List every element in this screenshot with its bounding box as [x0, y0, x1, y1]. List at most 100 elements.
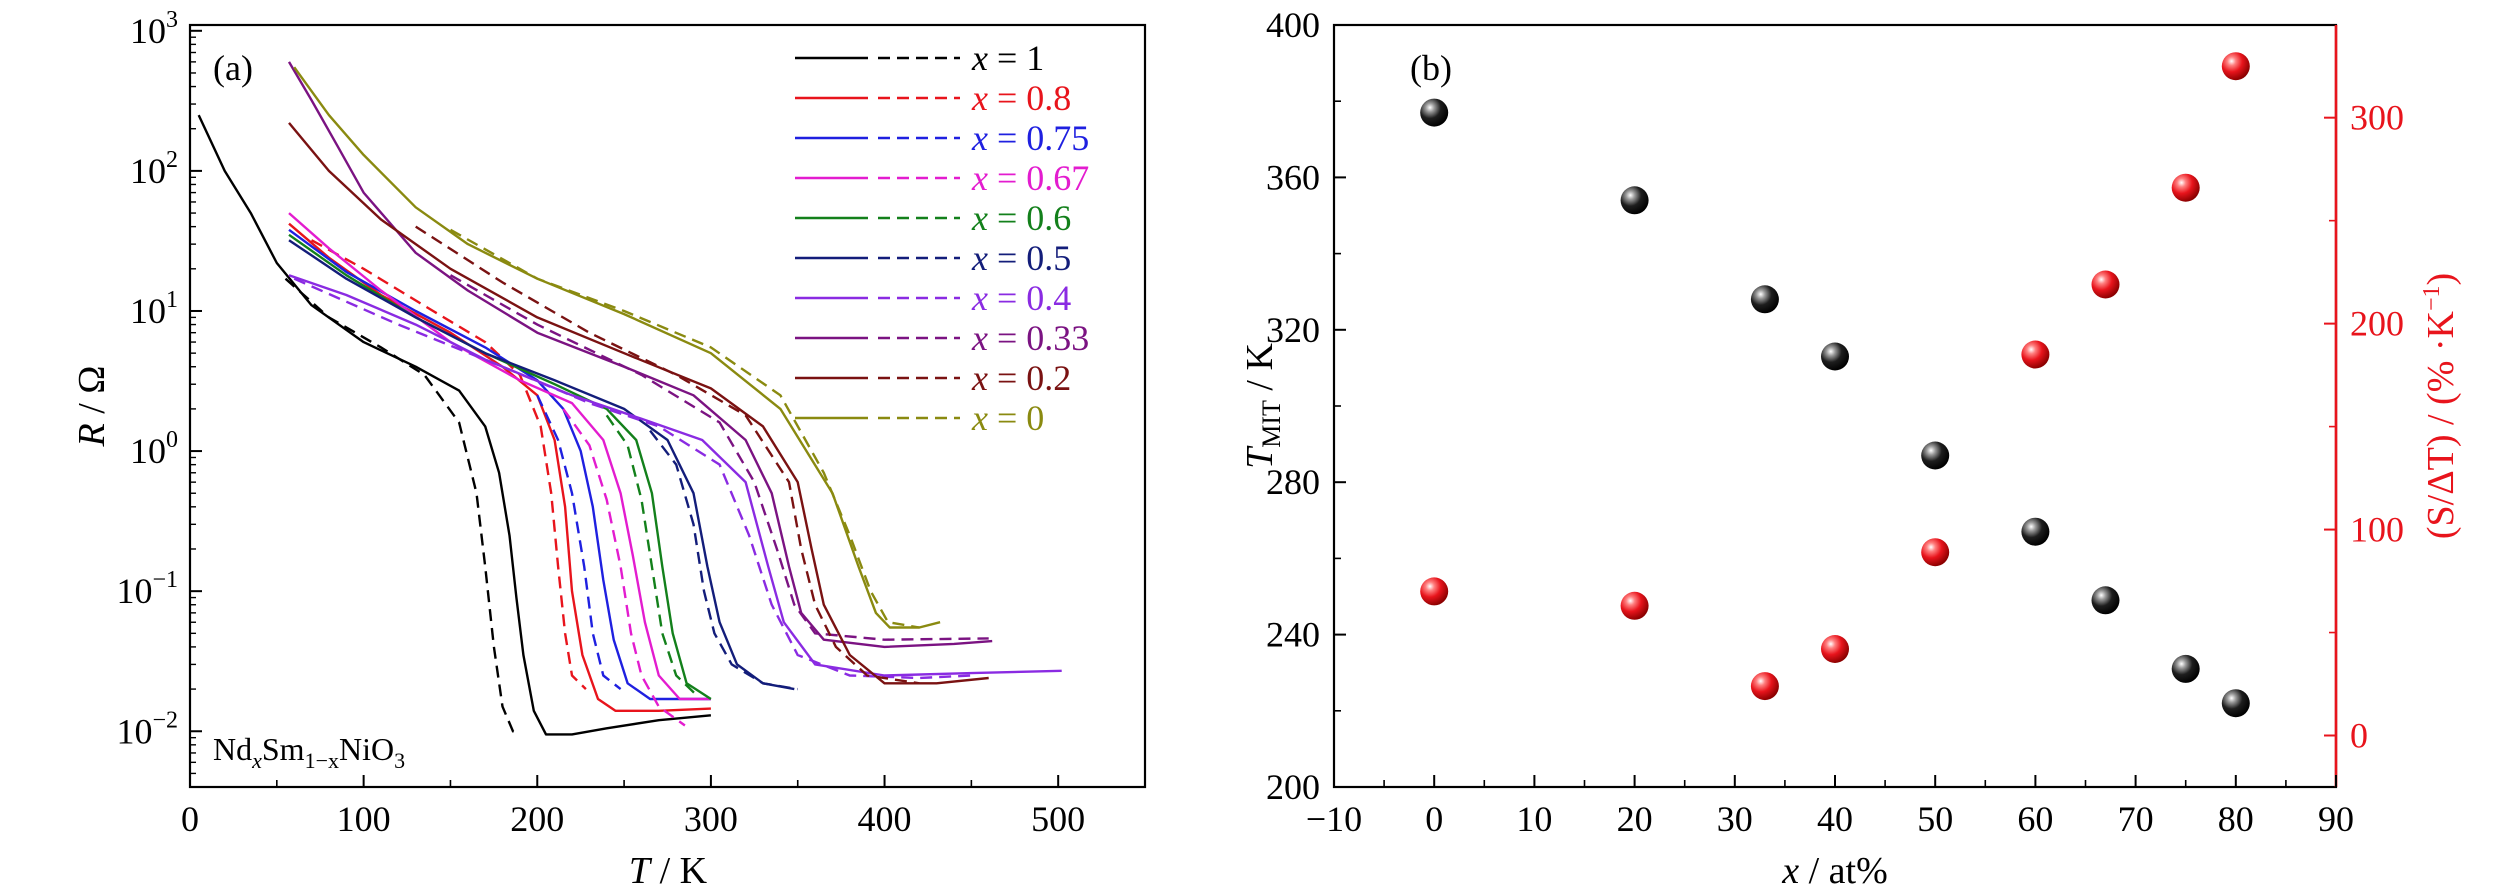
- y-right-tick-label: 200: [2350, 304, 2404, 344]
- y-right-tick-label: 0: [2350, 716, 2368, 756]
- y-left-tick-label: 240: [1266, 615, 1320, 655]
- sensitivity-point: [1821, 635, 1849, 663]
- curve-solid-5: [288, 239, 795, 691]
- sensitivity-point: [2171, 173, 2200, 202]
- tmit-point: [1420, 98, 1449, 127]
- x-tick-label: −10: [1306, 799, 1362, 839]
- curve-dashed-2: [536, 394, 622, 691]
- y-tick-label: 10−1: [116, 567, 178, 611]
- x-tick-label: 70: [2118, 799, 2154, 839]
- sensitivity-point: [2091, 270, 2120, 299]
- sensitivity-point: [2021, 340, 2050, 369]
- panel-b-right-y-ticks: 0 100 200 300: [2324, 98, 2404, 756]
- tmit-point: [2021, 517, 2050, 546]
- panel-b-label: (b): [1410, 48, 1452, 88]
- y-tick-label: 100: [130, 427, 178, 471]
- legend-label: x = 0.75: [971, 118, 1089, 158]
- y-left-tick-label: 360: [1266, 157, 1320, 197]
- panel-b-markers: [1420, 52, 2250, 718]
- curve-solid-0: [197, 114, 712, 736]
- x-tick-label: 40: [1817, 799, 1853, 839]
- tmit-point: [2171, 654, 2200, 683]
- legend-label: x = 0.2: [971, 358, 1071, 398]
- panel-b-left-y-axis-label: TMIT / K: [1239, 343, 1286, 469]
- panel-a: 0 100 200 300 400 500 10−2 10−1 100 101 102 103 x …: [71, 7, 1147, 889]
- sensitivity-point: [1921, 538, 1950, 567]
- x-tick-label: 10: [1516, 799, 1552, 839]
- legend-label: x = 0.6: [971, 198, 1071, 238]
- y-left-tick-label: 200: [1266, 767, 1320, 807]
- curve-dashed-4: [605, 414, 698, 697]
- tmit-point: [2091, 586, 2120, 615]
- tmit-point: [1620, 186, 1649, 215]
- y-left-tick-label: 280: [1266, 462, 1320, 502]
- y-tick-label: 103: [130, 7, 178, 51]
- panel-a-frame: [188, 23, 1147, 789]
- sensitivity-point: [1750, 672, 1779, 701]
- curve-solid-2: [288, 228, 711, 701]
- curve-dashed-6: [293, 277, 972, 680]
- panel-a-x-axis-label: T / K: [629, 850, 708, 889]
- x-tick-label: 0: [181, 799, 199, 839]
- panel-b-right-y-axis-label: (S/ΔT) / (% ·K−1): [2419, 273, 2462, 539]
- x-tick-label: 60: [2017, 799, 2053, 839]
- tmit-point: [2221, 689, 2250, 718]
- curve-solid-8: [288, 122, 989, 685]
- x-tick-label: 100: [337, 799, 391, 839]
- legend-label: x = 0: [971, 398, 1044, 438]
- x-tick-label: 0: [1425, 799, 1443, 839]
- y-tick-label: 101: [130, 287, 178, 331]
- legend-label: x = 0.5: [971, 238, 1071, 278]
- sensitivity-point: [1620, 591, 1649, 620]
- curve-dashed-3: [562, 408, 686, 727]
- curve-dashed-8: [415, 225, 920, 685]
- panel-a-label: (a): [213, 48, 253, 88]
- curve-dashed-0: [284, 277, 521, 736]
- x-tick-label: 400: [858, 799, 912, 839]
- legend-label: x = 0.8: [971, 78, 1071, 118]
- curve-dashed-7: [449, 274, 989, 641]
- curve-dashed-9: [449, 228, 920, 629]
- curve-solid-3: [288, 212, 711, 701]
- panel-a-x-ticks: 0 100 200 300 400 500: [181, 775, 1085, 839]
- sensitivity-point: [2221, 52, 2250, 81]
- y-left-tick-label: 400: [1266, 5, 1320, 45]
- x-tick-label: 20: [1617, 799, 1653, 839]
- curve-solid-1: [288, 222, 711, 712]
- y-right-tick-label: 300: [2350, 98, 2404, 138]
- y-tick-label: 10−2: [116, 707, 178, 751]
- curve-dashed-1: [310, 239, 587, 690]
- x-tick-label: 80: [2218, 799, 2254, 839]
- x-tick-label: 50: [1917, 799, 1953, 839]
- panel-a-sample-annotation: NdxSm1−xNiO3: [213, 731, 405, 773]
- panel-a-y-axis-label: R / Ω: [71, 365, 113, 447]
- x-tick-label: 300: [684, 799, 738, 839]
- curve-dashed-5: [649, 429, 798, 691]
- curve-solid-7: [287, 61, 993, 649]
- panel-b-left-y-ticks: 200 240 280 320 360 400: [1266, 5, 1346, 807]
- panel-b-x-axis-label: x / at%: [1781, 850, 1888, 889]
- curve-solid-9: [293, 66, 941, 629]
- tmit-point: [1821, 342, 1849, 371]
- panel-b-x-ticks: −10 0 10 20 30 40 50 60 70 80 90: [1306, 775, 2354, 839]
- tmit-point: [1921, 441, 1950, 470]
- legend-label: x = 0.4: [971, 278, 1071, 318]
- x-tick-label: 90: [2318, 799, 2354, 839]
- legend-label: x = 0.33: [971, 318, 1089, 358]
- y-right-tick-label: 100: [2350, 510, 2404, 550]
- legend-label: x = 0.67: [971, 158, 1089, 198]
- curve-solid-6: [288, 274, 1062, 677]
- y-tick-label: 102: [130, 147, 178, 191]
- y-left-tick-label: 320: [1266, 310, 1320, 350]
- legend-label: x = 1: [971, 38, 1044, 78]
- panel-a-legend: x = 1x = 0.8x = 0.75x = 0.67x = 0.6x = 0…: [795, 38, 1089, 438]
- tmit-point: [1750, 285, 1779, 314]
- x-tick-label: 200: [510, 799, 564, 839]
- panel-a-curves: [197, 61, 1062, 736]
- panel-a-y-ticks: 10−2 10−1 100 101 102 103: [116, 7, 202, 775]
- x-tick-label: 30: [1717, 799, 1753, 839]
- x-tick-label: 500: [1031, 799, 1085, 839]
- sensitivity-point: [1420, 577, 1449, 606]
- panel-b: −10 0 10 20 30 40 50 60 70 80 90 200 240 280 320 360 40…: [1239, 5, 2462, 889]
